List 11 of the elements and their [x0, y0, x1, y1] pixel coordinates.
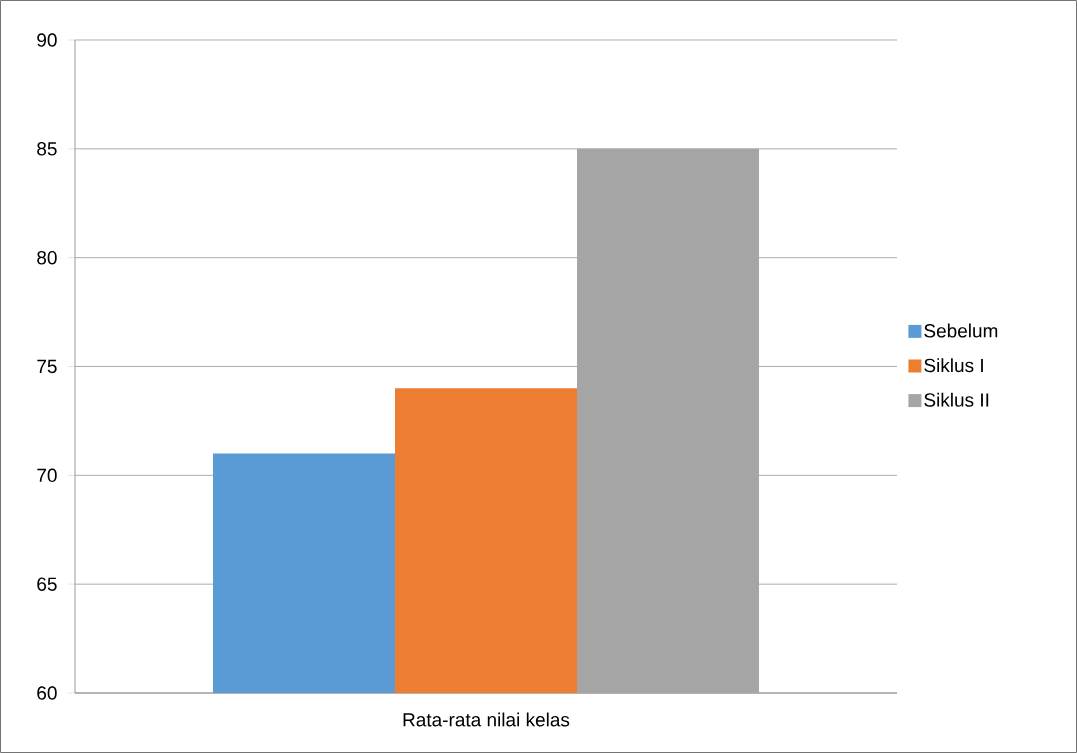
y-tick-label: 65 — [37, 577, 57, 591]
y-tick-label: 70 — [37, 468, 57, 483]
y-tick-label: 75 — [37, 359, 57, 374]
legend-label: Siklus II — [924, 392, 989, 407]
y-tick-label: 60 — [37, 686, 57, 700]
legend-label: Siklus I — [924, 358, 983, 373]
y-tick-label: 85 — [37, 142, 57, 156]
y-tick-label: 90 — [37, 33, 57, 47]
x-tick-label: Rata-rata nilai kelas — [403, 712, 570, 727]
legend-label: Sebelum — [924, 323, 998, 338]
y-tick-label: 80 — [37, 250, 57, 265]
